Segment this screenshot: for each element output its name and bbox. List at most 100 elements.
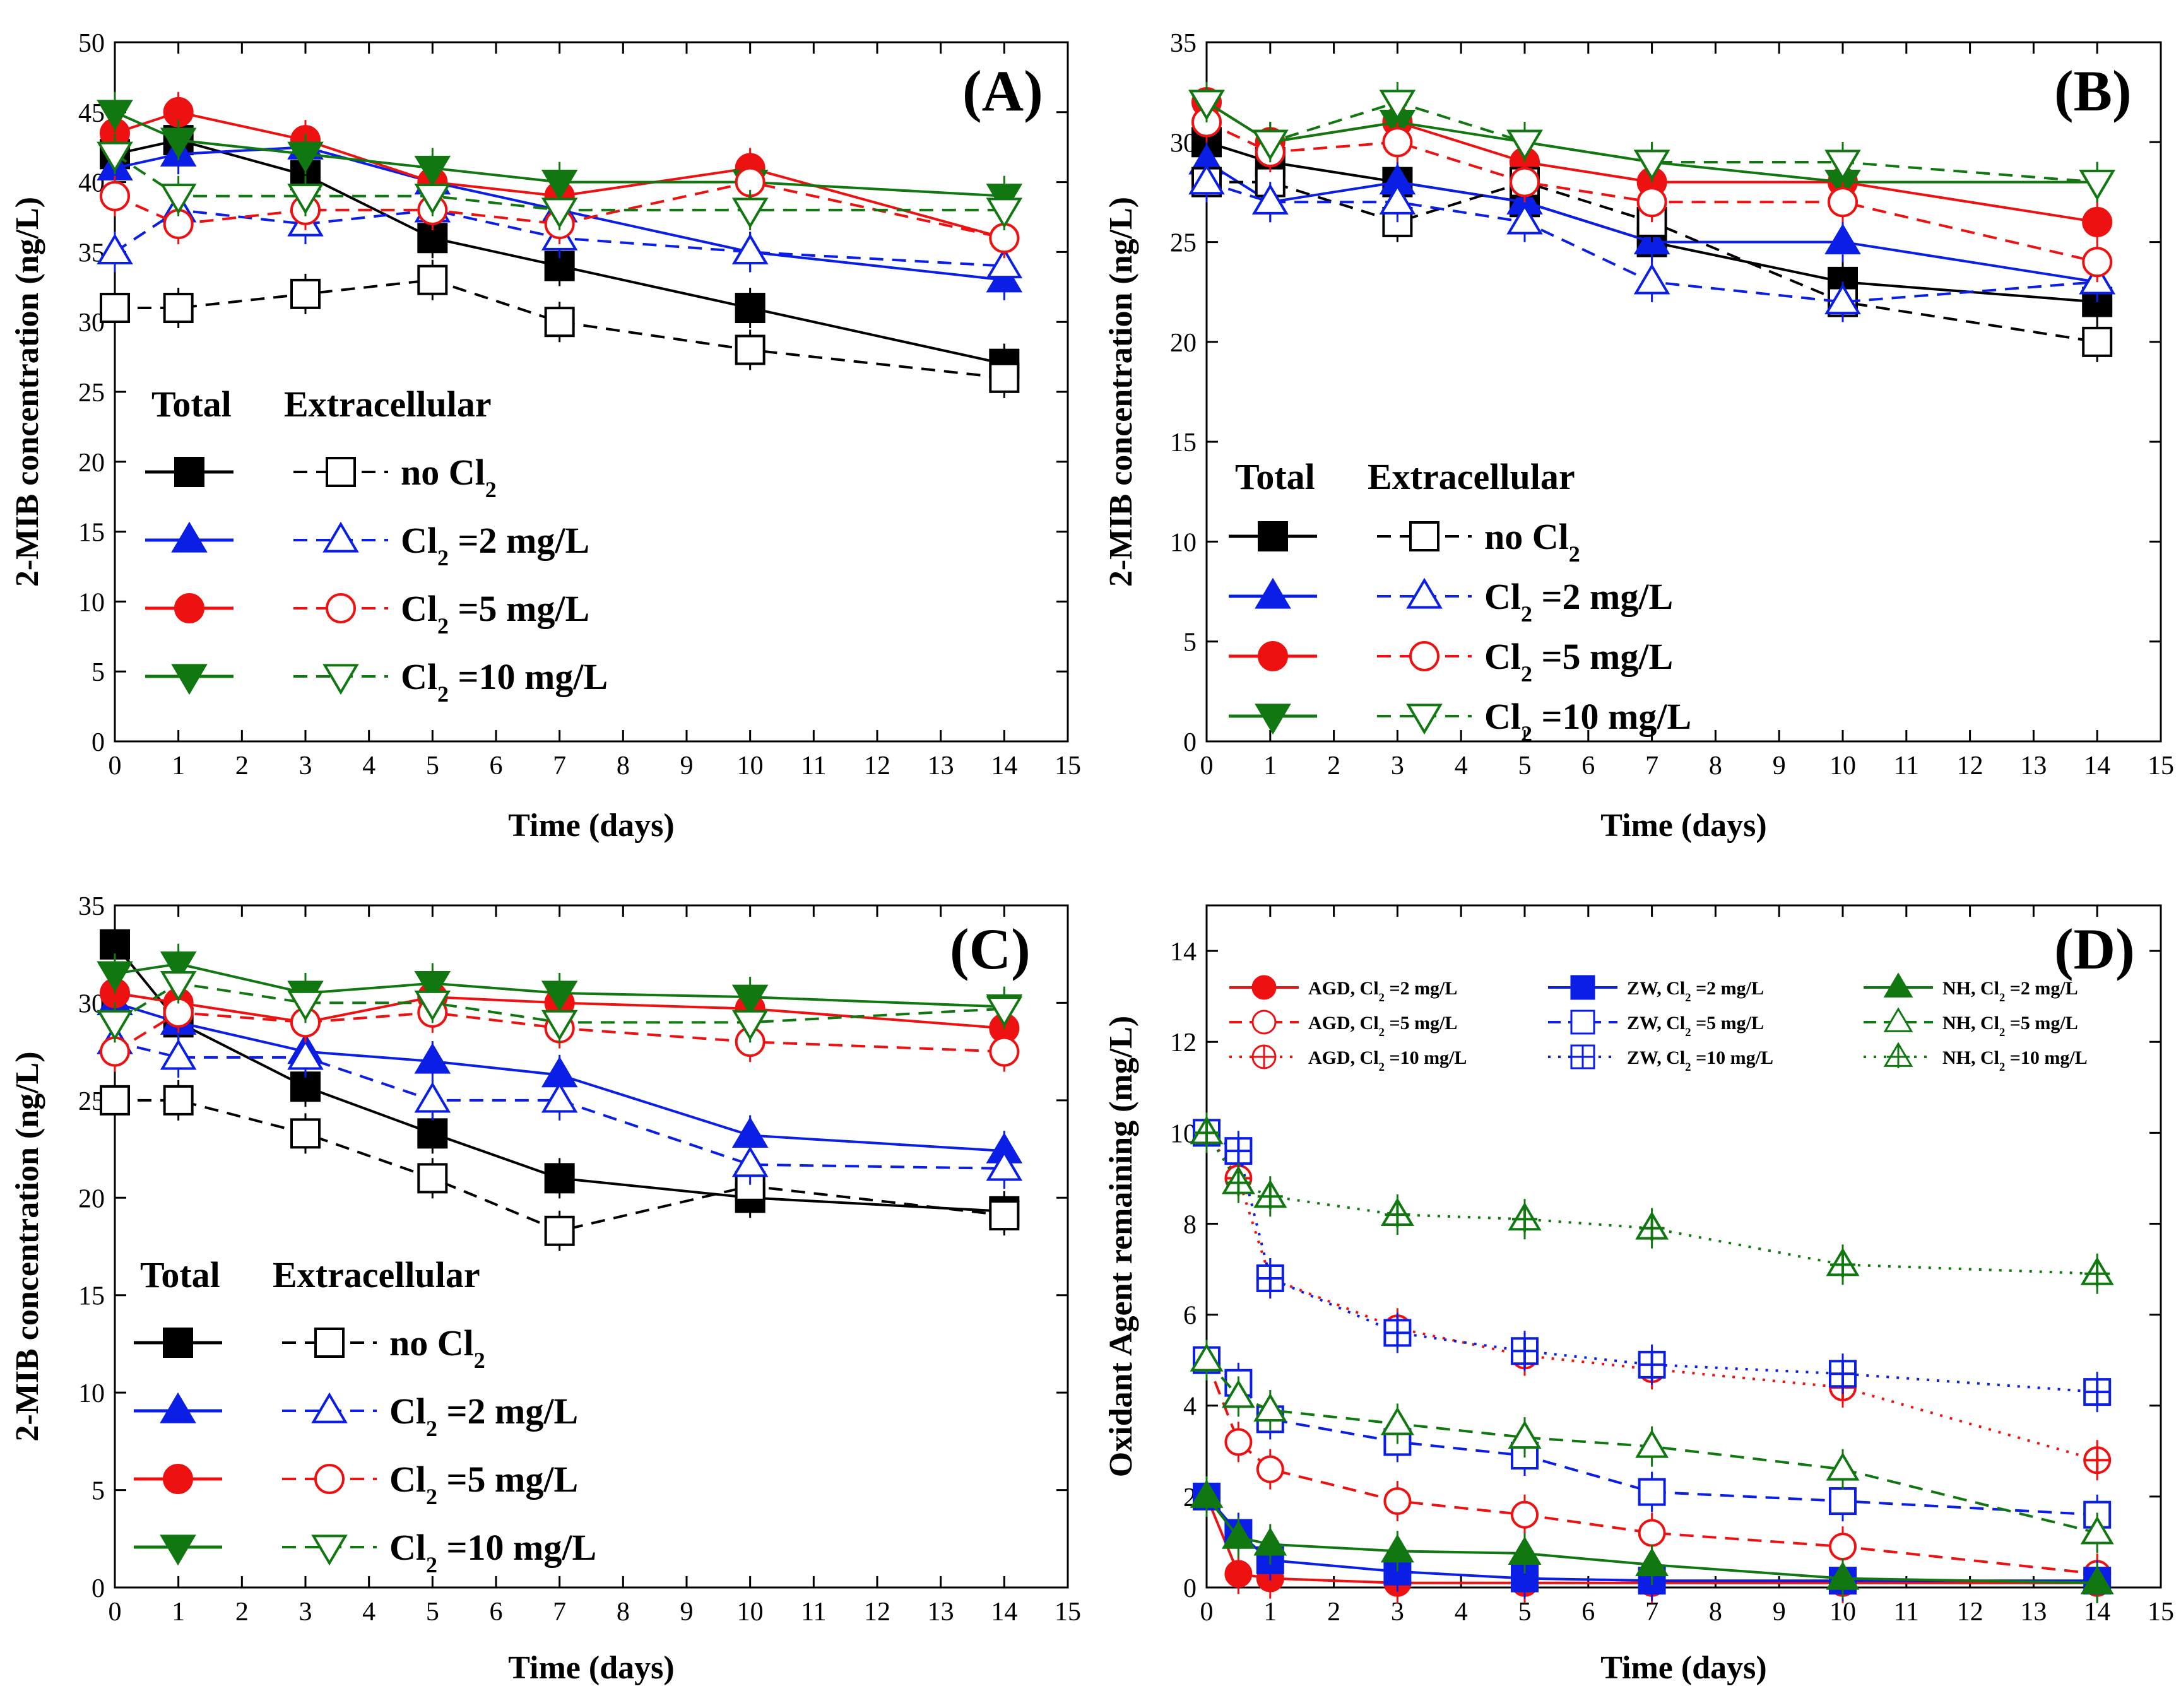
x-tick-label: 2 <box>235 1598 249 1627</box>
data-point <box>2083 1446 2112 1475</box>
legend-marker-extracellular <box>1406 577 1443 609</box>
x-tick-label: 14 <box>991 751 1017 780</box>
data-point <box>1379 184 1416 215</box>
legend-marker-total <box>171 664 208 695</box>
y-axis-label: 2-MIB concentration (ng/L) <box>9 1051 45 1441</box>
data-point <box>160 1039 197 1070</box>
data-point <box>160 127 197 159</box>
legend-marker-extracellular <box>314 1328 345 1358</box>
panel-label: (B) <box>2054 59 2132 123</box>
x-tick-label: 8 <box>617 1598 630 1627</box>
x-tick-label: 15 <box>1055 1598 1081 1627</box>
x-axis-label: Time (days) <box>1600 808 1766 844</box>
data-point <box>2080 1256 2114 1287</box>
legend-label: Cl2 =10 mg/L <box>401 656 608 707</box>
data-point <box>2080 1516 2114 1545</box>
data-point <box>1826 1561 1860 1590</box>
legend-marker-extracellular <box>1409 641 1439 671</box>
series-9 <box>1190 1112 2114 1294</box>
y-tick-label: 25 <box>1170 229 1197 258</box>
legend-marker-total <box>1255 704 1291 735</box>
x-tick-label: 3 <box>1391 751 1404 780</box>
data-point <box>414 184 451 215</box>
data-point <box>731 197 769 229</box>
legend-entry: ZW, Cl2 =10 mg/L <box>1548 1044 1773 1074</box>
legend-label: NH, Cl2 =5 mg/L <box>1942 1013 2078 1039</box>
data-point <box>1829 1360 1857 1388</box>
data-point <box>160 970 197 1002</box>
plot-frame <box>114 904 1069 1589</box>
y-axis-label: 2-MIB concentration (ng/L) <box>9 197 45 587</box>
legend-header-total: Total <box>1235 456 1315 497</box>
data-point <box>544 307 575 338</box>
data-point <box>1188 163 1225 195</box>
data-point <box>1383 1319 1412 1347</box>
x-tick-label: 9 <box>680 1598 694 1627</box>
data-point <box>2079 170 2116 201</box>
series-8 <box>1188 81 2116 203</box>
legend-row: Cl2 =5 mg/L <box>134 1459 578 1509</box>
y-tick-label: 10 <box>78 588 105 617</box>
y-tick-label: 10 <box>1170 528 1197 557</box>
y-tick-label: 5 <box>1183 628 1197 657</box>
x-tick-label: 7 <box>553 751 566 780</box>
chart-panel-3: 0 1 2 3 4 5 6 7 8 9 10 11 12 13 14 1505101520253035Time… <box>9 892 1081 1686</box>
data-point <box>1256 1264 1284 1292</box>
series-8 <box>97 134 1023 230</box>
x-tick-label: 14 <box>2084 751 2110 780</box>
data-point <box>414 990 451 1022</box>
data-point <box>1635 1211 1669 1241</box>
data-point <box>100 293 130 324</box>
legend-row: Cl2 =2 mg/L <box>145 520 589 570</box>
x-tick-label: 0 <box>1200 751 1214 780</box>
data-point <box>1506 203 1543 235</box>
data-point <box>163 293 194 324</box>
legend-label: Cl2 =2 mg/L <box>401 520 589 570</box>
data-point <box>735 334 765 365</box>
data-point <box>287 141 324 173</box>
data-point <box>2080 1565 2114 1594</box>
data-point <box>1510 167 1540 197</box>
series-line <box>1205 1132 2098 1275</box>
data-point <box>1638 1519 1666 1547</box>
legend-marker <box>1570 1044 1595 1069</box>
y-tick-label: 20 <box>1170 329 1197 358</box>
x-tick-label: 3 <box>299 1598 312 1627</box>
legend-marker-extracellular <box>326 457 356 487</box>
x-tick-label: 10 <box>737 751 764 780</box>
data-point <box>1221 1520 1255 1549</box>
legend-row: no Cl2 <box>134 1322 485 1373</box>
data-point <box>1221 1379 1255 1408</box>
x-axis-label: Time (days) <box>508 1650 674 1686</box>
x-tick-label: 7 <box>1645 751 1658 780</box>
x-tick-label: 4 <box>1455 751 1468 780</box>
legend-entry: ZW, Cl2 =5 mg/L <box>1548 1010 1764 1039</box>
x-tick-label: 1 <box>1263 751 1277 780</box>
x-tick-label: 4 <box>362 1598 375 1627</box>
series-line <box>1205 1132 2098 1462</box>
data-point <box>1638 1350 1666 1379</box>
x-tick-label: 1 <box>172 1598 185 1627</box>
legend-marker-extracellular <box>322 664 359 695</box>
data-point <box>1826 1452 1860 1481</box>
data-point <box>989 1036 1020 1067</box>
x-tick-label: 6 <box>490 751 503 780</box>
data-point <box>1253 1179 1287 1210</box>
legend-label: NH, Cl2 =2 mg/L <box>1942 978 2078 1004</box>
data-point <box>1190 1116 1224 1146</box>
y-tick-label: 14 <box>1170 938 1197 967</box>
y-tick-label: 0 <box>1183 1574 1197 1603</box>
panel-label: (C) <box>950 917 1031 981</box>
legend-marker-total <box>160 1534 196 1566</box>
data-point <box>1256 1455 1284 1483</box>
x-tick-label: 8 <box>617 751 630 780</box>
data-point <box>2082 247 2113 278</box>
data-point <box>731 233 769 264</box>
y-tick-label: 20 <box>78 449 105 478</box>
y-tick-label: 20 <box>78 1184 105 1213</box>
legend-label: no Cl2 <box>1484 516 1580 567</box>
data-point <box>731 1146 769 1177</box>
data-point <box>287 990 324 1022</box>
x-tick-label: 13 <box>928 1598 954 1627</box>
